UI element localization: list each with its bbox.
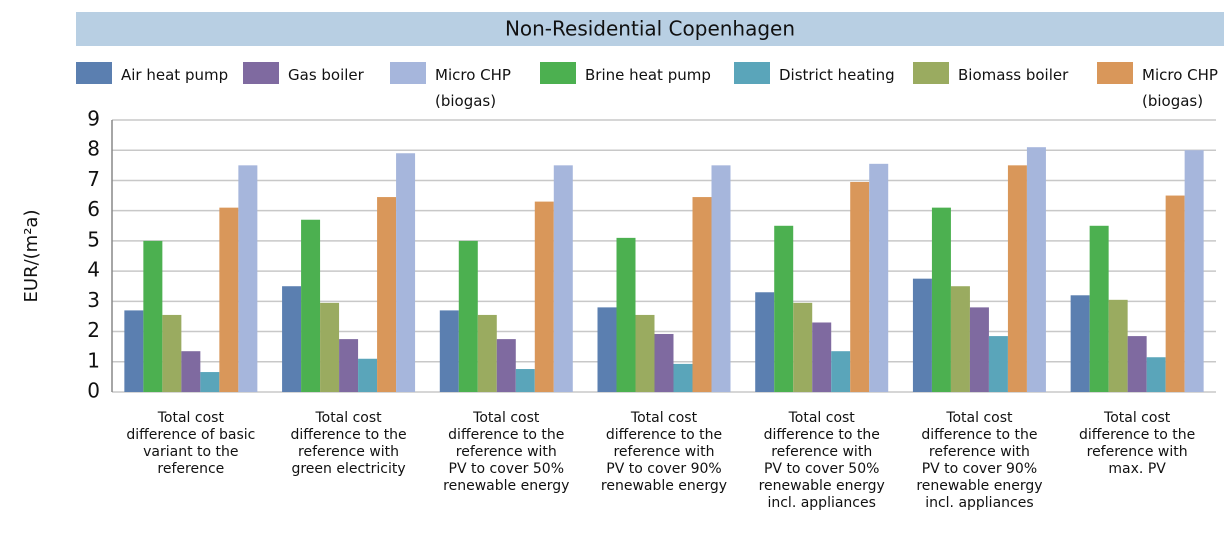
bar bbox=[635, 314, 655, 392]
bar bbox=[377, 197, 397, 392]
bar bbox=[534, 201, 554, 392]
bar bbox=[219, 207, 239, 392]
bar bbox=[597, 307, 617, 392]
y-tick-label: 9 bbox=[87, 107, 100, 131]
legend-label: Biomass boiler bbox=[958, 66, 1069, 84]
legend-swatch bbox=[913, 62, 949, 84]
bar bbox=[339, 339, 359, 392]
legend-label: Micro CHP (biogas) bbox=[435, 66, 511, 110]
y-tick-label: 4 bbox=[87, 258, 100, 282]
chart-title: Non-Residential Copenhagen bbox=[505, 17, 795, 41]
bar bbox=[143, 240, 163, 392]
y-tick-label: 0 bbox=[87, 379, 100, 403]
bar bbox=[1007, 165, 1027, 392]
bar bbox=[320, 302, 340, 392]
bar bbox=[1184, 150, 1204, 392]
bar bbox=[1127, 336, 1147, 392]
bar bbox=[988, 336, 1008, 392]
x-tick-label: Total cost difference of basic variant t… bbox=[126, 410, 256, 477]
y-tick-label: 3 bbox=[87, 288, 100, 312]
bar bbox=[1026, 147, 1046, 392]
bar bbox=[831, 351, 851, 392]
bar bbox=[458, 240, 478, 392]
bar bbox=[774, 225, 794, 392]
legend-swatch bbox=[76, 62, 112, 84]
bar bbox=[850, 181, 870, 392]
x-tick-label: Total cost difference to the reference w… bbox=[290, 410, 407, 477]
bar bbox=[711, 165, 731, 392]
y-tick-label: 7 bbox=[87, 167, 100, 191]
bar bbox=[477, 314, 497, 392]
bar bbox=[396, 153, 416, 392]
bar bbox=[1146, 357, 1166, 392]
bar bbox=[654, 333, 674, 392]
bar bbox=[181, 351, 201, 392]
x-tick-label: Total cost difference to the reference w… bbox=[758, 410, 885, 511]
bar bbox=[515, 369, 535, 392]
bar bbox=[301, 219, 321, 392]
legend-swatch bbox=[540, 62, 576, 84]
bar bbox=[950, 286, 970, 392]
bar bbox=[1165, 195, 1185, 392]
bar bbox=[1108, 299, 1128, 392]
legend-label: District heating bbox=[779, 66, 895, 84]
y-tick-label: 8 bbox=[87, 137, 100, 161]
legend-swatch bbox=[734, 62, 770, 84]
legend-swatch bbox=[243, 62, 279, 84]
bar bbox=[124, 310, 144, 392]
legend-label: Gas boiler bbox=[288, 66, 364, 84]
bar bbox=[162, 314, 182, 392]
x-tick-label: Total cost difference to the reference w… bbox=[1079, 410, 1196, 477]
y-axis-label: EUR/(m²a) bbox=[21, 210, 42, 303]
bar bbox=[869, 163, 889, 392]
y-tick-label: 6 bbox=[87, 197, 100, 221]
x-tick-label: Total cost difference to the reference w… bbox=[600, 410, 728, 494]
legend-swatch bbox=[1097, 62, 1133, 84]
bar bbox=[1089, 225, 1109, 392]
bar bbox=[969, 307, 989, 392]
bar bbox=[616, 237, 636, 392]
bar bbox=[200, 372, 220, 392]
x-tick-label: Total cost difference to the reference w… bbox=[916, 410, 1043, 511]
bar bbox=[692, 197, 712, 392]
bar bbox=[553, 165, 573, 392]
legend-label: Brine heat pump bbox=[585, 66, 711, 84]
bar bbox=[673, 363, 693, 392]
bar bbox=[793, 302, 813, 392]
y-tick-label: 5 bbox=[87, 227, 100, 251]
bar bbox=[812, 322, 832, 392]
y-tick-label: 1 bbox=[87, 348, 100, 372]
legend-label: Air heat pump bbox=[121, 66, 229, 84]
bar bbox=[238, 165, 258, 392]
legend-label: Micro CHP (biogas) bbox=[1142, 66, 1218, 110]
bar bbox=[282, 286, 302, 392]
x-tick-label: Total cost difference to the reference w… bbox=[443, 410, 570, 494]
y-tick-label: 2 bbox=[87, 318, 100, 342]
bar bbox=[1070, 295, 1090, 392]
bar bbox=[358, 358, 378, 392]
bar bbox=[931, 207, 951, 392]
bar bbox=[496, 339, 516, 392]
title-band bbox=[76, 12, 1224, 46]
bar bbox=[912, 278, 932, 392]
bar bbox=[755, 292, 775, 392]
legend-swatch bbox=[390, 62, 426, 84]
bar bbox=[439, 310, 459, 392]
